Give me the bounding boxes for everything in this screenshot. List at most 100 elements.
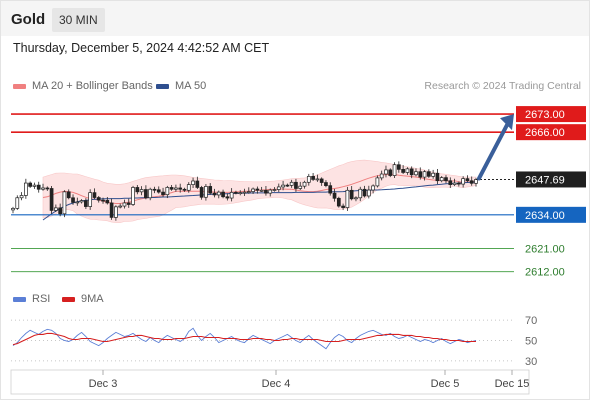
candle-body	[135, 187, 140, 193]
candle-body	[426, 171, 431, 177]
candle-body	[375, 177, 380, 187]
x-tick-label: Dec 3	[89, 378, 118, 390]
candle-body	[118, 205, 123, 208]
candle-body	[461, 178, 465, 185]
candle-body	[15, 197, 20, 209]
rsi-label: RSI	[32, 293, 51, 305]
candle-body	[54, 207, 58, 211]
candle-body	[246, 191, 251, 193]
legend-rsi: RSI	[13, 293, 50, 305]
last-price-tag	[516, 171, 586, 188]
candle-body	[105, 200, 110, 204]
rsi-pane: 70 50 30	[11, 315, 537, 368]
candle-body	[199, 187, 204, 198]
candle-body	[161, 191, 165, 196]
candle-body	[444, 177, 448, 182]
candle-body	[174, 187, 178, 190]
candle-body	[182, 188, 187, 191]
ma50-swatch	[156, 83, 169, 89]
forecast-arrow-head	[500, 114, 514, 131]
candle-body	[354, 197, 358, 200]
candle-body	[251, 188, 255, 192]
candle-body	[255, 188, 260, 191]
candle-body	[396, 164, 401, 170]
legend-ma20: MA 20 + Bollinger Bands	[13, 80, 153, 92]
candle-body	[435, 172, 440, 182]
ma50-line	[42, 181, 477, 221]
candle-body	[294, 181, 298, 189]
x-tick-label: Dec 15	[495, 378, 530, 390]
candle-body	[92, 192, 97, 198]
rsi-9ma-line	[12, 332, 476, 346]
candle-body	[216, 191, 221, 196]
candle-body	[311, 175, 315, 180]
level-label-2666.00: 2666.00	[525, 127, 565, 139]
candle-body	[41, 187, 45, 190]
candle-body	[366, 189, 371, 197]
level-label-2673.00: 2673.00	[525, 109, 565, 121]
candle-body	[62, 191, 67, 215]
candle-body	[96, 197, 101, 201]
candle-body	[139, 189, 144, 193]
candle-body	[319, 178, 324, 183]
candle-body	[289, 181, 294, 186]
candle-body	[88, 192, 93, 207]
candle-body	[414, 171, 418, 176]
candle-body	[388, 169, 393, 176]
x-tick-label: Dec 4	[262, 378, 291, 390]
symbol-title: Gold	[11, 11, 46, 28]
candle-body	[24, 182, 28, 196]
level-tag-2666.00	[516, 124, 586, 141]
candle-body	[371, 185, 375, 191]
ma20-line	[42, 173, 477, 204]
candle-body	[221, 191, 225, 198]
candle-body	[165, 187, 170, 196]
candle-body	[144, 189, 148, 199]
level-label-2634.00: 2634.00	[525, 210, 565, 222]
ma9-label: 9MA	[81, 293, 104, 305]
candle-body	[362, 188, 367, 197]
candle-body	[401, 169, 405, 173]
rsi-tick-label: 70	[525, 315, 537, 327]
rsi-tick-label: 30	[525, 356, 537, 368]
candle-body	[242, 191, 247, 194]
candle-body	[234, 192, 238, 194]
candle-body	[101, 199, 105, 202]
candle-body	[439, 177, 444, 182]
x-axis: Dec 3 Dec 4 Dec 5 Dec 15	[10, 369, 530, 395]
candle-body	[36, 184, 41, 190]
candle-body	[195, 180, 200, 188]
candle-body	[225, 196, 230, 199]
candle-body	[448, 180, 453, 185]
candle-body	[457, 182, 461, 185]
candle-body	[32, 184, 37, 187]
timeframe-button[interactable]: 30 MIN	[52, 8, 105, 32]
candle-body	[324, 182, 328, 186]
candle-body	[259, 189, 264, 192]
level-label-2621.00: 2621.00	[525, 243, 565, 255]
candle-body	[392, 164, 397, 176]
candle-body	[204, 186, 208, 198]
candle-body	[84, 200, 88, 207]
candle-body	[114, 206, 118, 218]
candle-body	[328, 185, 333, 194]
level-tag-2634.00	[516, 206, 586, 223]
candle-body	[208, 186, 213, 194]
forecast-arrow	[477, 121, 510, 181]
candle-body	[315, 178, 320, 181]
candle-body	[268, 189, 273, 194]
candle-body	[75, 201, 80, 204]
x-tick-label: Dec 5	[431, 378, 460, 390]
candle-body	[345, 189, 350, 208]
candle-body	[358, 188, 363, 199]
candle-body	[379, 173, 384, 179]
candle-body	[452, 182, 457, 185]
candle-body	[276, 186, 281, 190]
candle-body	[422, 171, 427, 178]
candle-body	[332, 192, 337, 199]
candle-body	[126, 202, 131, 205]
candle-body	[229, 192, 234, 199]
candle-body	[152, 188, 157, 191]
candle-body	[191, 180, 195, 185]
